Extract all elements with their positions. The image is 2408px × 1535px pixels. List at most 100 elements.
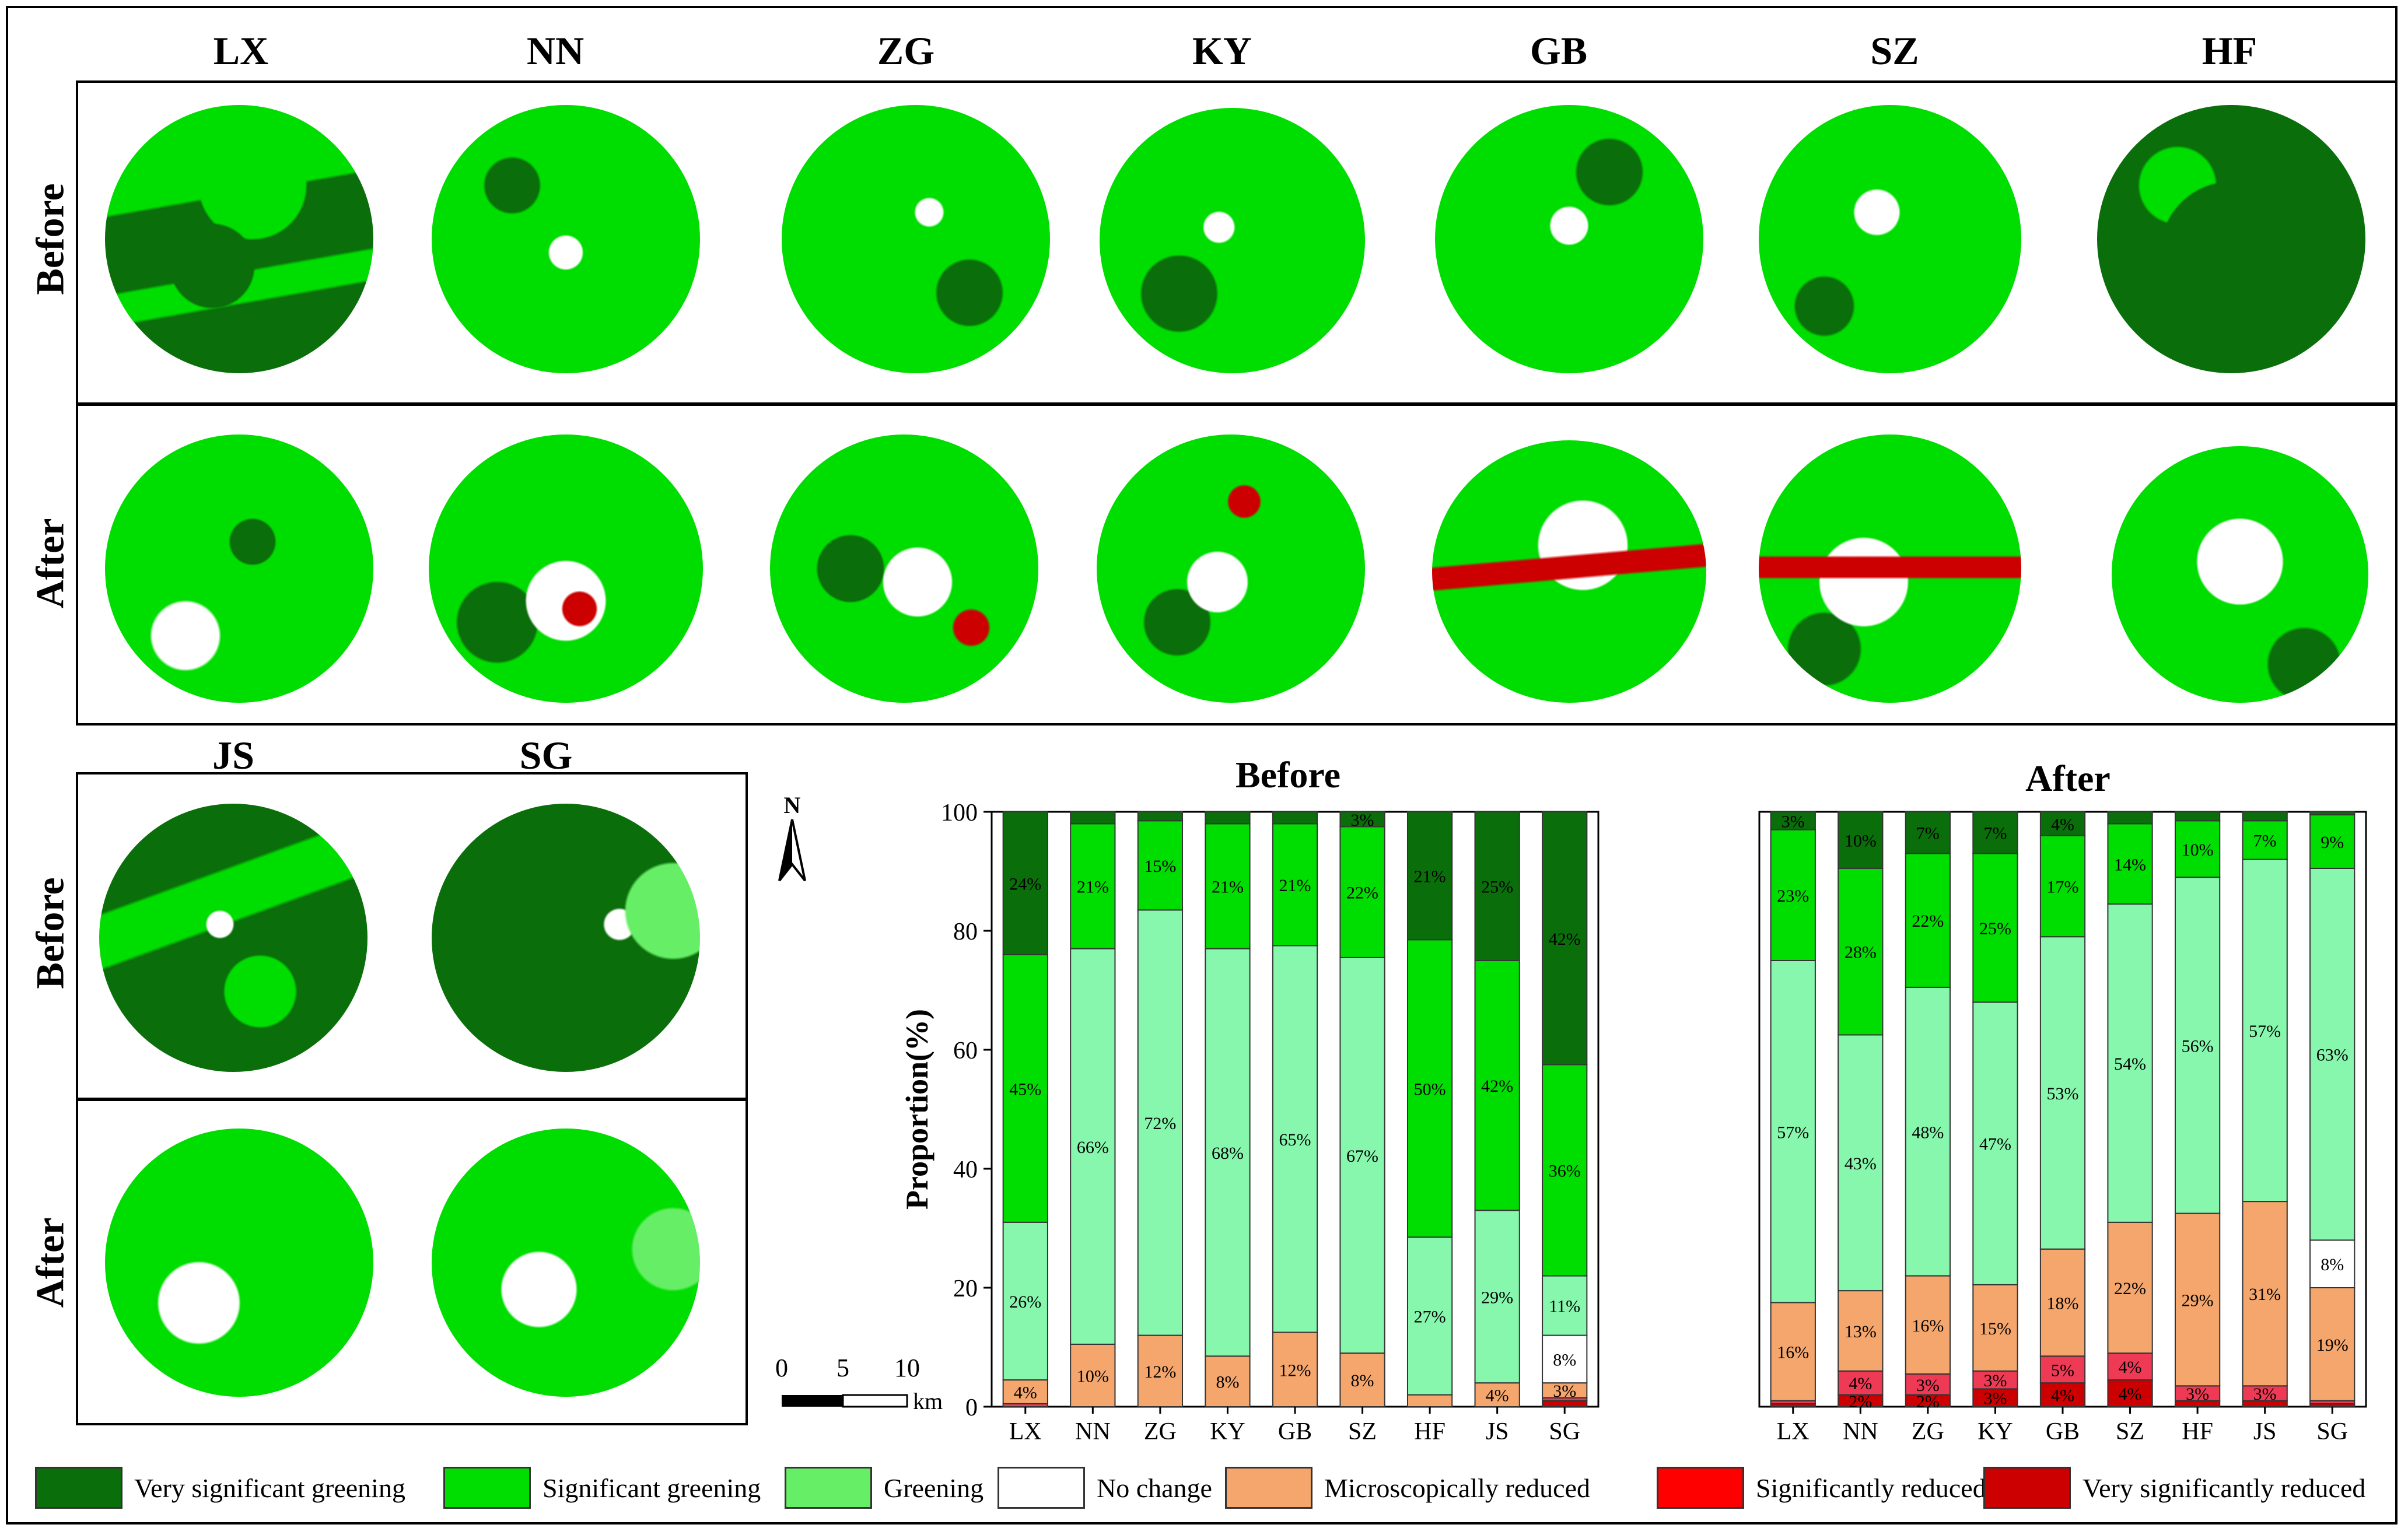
- bar-segment: [1905, 1275, 1951, 1375]
- legend-item-very-sig-greening: Very significant greening: [35, 1466, 405, 1509]
- map-nn-after: [429, 434, 703, 703]
- x-tick-label: NN: [1843, 1418, 1878, 1445]
- bar-segment: [1070, 1343, 1116, 1407]
- data-label: 21%: [1279, 876, 1311, 895]
- bar-segment: [1770, 1302, 1816, 1401]
- bar-segment: [1972, 1001, 2018, 1285]
- bar-segment: [2309, 1287, 2356, 1401]
- scale-bar-black: [782, 1395, 843, 1407]
- site-title-sz: SZ: [1870, 29, 1919, 73]
- x-tick-label: JS: [2253, 1418, 2277, 1445]
- north-arrow: N: [778, 792, 806, 882]
- data-label: 8%: [2320, 1255, 2344, 1274]
- legend-item-very-sig-reduced: Very significantly reduced: [1983, 1466, 2365, 1509]
- y-tick-label: 0: [965, 1394, 978, 1421]
- bar-segment: [1474, 960, 1520, 1211]
- data-label: 14%: [2114, 855, 2146, 874]
- legend-label: Microscopically reduced: [1324, 1473, 1590, 1503]
- bar-segment: [1406, 1236, 1453, 1396]
- data-label: 4%: [2051, 1386, 2074, 1406]
- data-label: 4%: [1014, 1383, 1037, 1403]
- bar-segment: [1905, 811, 1951, 854]
- x-tick-label: HF: [1414, 1418, 1446, 1445]
- legend-item-no-change: No change: [998, 1466, 1212, 1509]
- data-label: 72%: [1144, 1114, 1176, 1133]
- bar-segment: [2107, 1221, 2153, 1354]
- data-label: 15%: [1979, 1319, 2011, 1338]
- map-ky-before: [1100, 108, 1365, 373]
- bar-segment: [2107, 1352, 2153, 1381]
- x-tick-label: SG: [2316, 1418, 2348, 1445]
- legend-swatch: [1225, 1467, 1312, 1509]
- bar-segment: [2242, 1385, 2288, 1401]
- data-label: 3%: [1983, 1371, 2007, 1390]
- scale-tick-0: 0: [775, 1354, 788, 1382]
- site-title-gb: GB: [1530, 29, 1588, 73]
- data-label: 3%: [1553, 1382, 1576, 1401]
- data-label: 68%: [1212, 1144, 1244, 1163]
- data-label: 17%: [2047, 878, 2079, 897]
- data-label: 21%: [1212, 878, 1244, 897]
- bar-segment: [1838, 811, 1884, 869]
- chart-before-title: Before: [1235, 754, 1341, 795]
- data-label: 16%: [1912, 1316, 1944, 1336]
- bar-segment: [1137, 820, 1184, 911]
- chart-after-title: After: [2025, 758, 2110, 799]
- bar-segment: [1272, 823, 1318, 947]
- bar-segment: [2174, 877, 2221, 1214]
- data-label: 5%: [2051, 1361, 2074, 1380]
- data-label: 19%: [2316, 1336, 2348, 1355]
- y-axis-label: Proportion(%): [900, 1009, 935, 1210]
- data-label: 67%: [1346, 1147, 1378, 1166]
- bar-segment: [1406, 939, 1453, 1238]
- data-label: 50%: [1414, 1080, 1446, 1099]
- scale-tick-10: 10: [894, 1354, 920, 1382]
- data-label: 4%: [2119, 1358, 2142, 1377]
- data-label: 4%: [2051, 815, 2074, 834]
- x-tick-label: LX: [1777, 1418, 1810, 1445]
- bar-segment: [1972, 811, 2018, 854]
- map-js-before: [99, 804, 368, 1072]
- map-ky-after: [1097, 434, 1365, 703]
- bar-segment: [2309, 814, 2356, 869]
- scale-tick-5: 5: [836, 1354, 849, 1382]
- data-label: 57%: [2249, 1022, 2281, 1041]
- bar-segment: [1542, 1400, 1588, 1408]
- bar-segment: [2242, 858, 2288, 1203]
- y-tick-label: 60: [953, 1038, 978, 1064]
- bar-segment: [2107, 823, 2153, 905]
- data-label: 28%: [1845, 943, 1877, 962]
- data-label: 12%: [1279, 1361, 1311, 1380]
- bar-segment: [1474, 811, 1520, 961]
- data-label: 7%: [1916, 824, 1940, 843]
- legend-label: Significantly reduced: [1756, 1473, 1986, 1503]
- bar-segment: [2039, 1355, 2086, 1384]
- data-label: 47%: [1979, 1135, 2011, 1154]
- data-label: 15%: [1144, 857, 1176, 876]
- y-tick-label: 80: [953, 919, 978, 945]
- data-label: 36%: [1549, 1162, 1581, 1181]
- scale-bar: 0 5 10 km: [775, 1354, 943, 1414]
- bar-segment: [1838, 1290, 1884, 1372]
- data-label: 4%: [1486, 1386, 1509, 1406]
- legend-item-sig-reduced: Significantly reduced: [1657, 1466, 1986, 1509]
- data-label: 24%: [1009, 874, 1041, 893]
- map-sg-before: [432, 804, 700, 1072]
- bar-segment: [1070, 811, 1116, 825]
- data-label: 22%: [2114, 1279, 2146, 1298]
- map-sg-after: [432, 1129, 700, 1397]
- x-tick-label: ZG: [1912, 1418, 1944, 1445]
- data-label: 23%: [1777, 886, 1809, 906]
- bar-segment: [1406, 811, 1453, 941]
- map-lx-after: [105, 434, 373, 703]
- bar-segment: [2309, 1239, 2356, 1288]
- data-label: 56%: [2182, 1036, 2214, 1056]
- bar-segment: [1137, 811, 1184, 822]
- bar-segment: [1339, 956, 1385, 1354]
- x-tick-label: SZ: [1348, 1418, 1377, 1445]
- y-tick-label: 20: [953, 1275, 978, 1302]
- scale-bar-white: [842, 1394, 908, 1408]
- legend-label: Significant greening: [542, 1473, 761, 1503]
- y-tick-label: 100: [941, 800, 978, 826]
- bar-segment: [1002, 811, 1048, 955]
